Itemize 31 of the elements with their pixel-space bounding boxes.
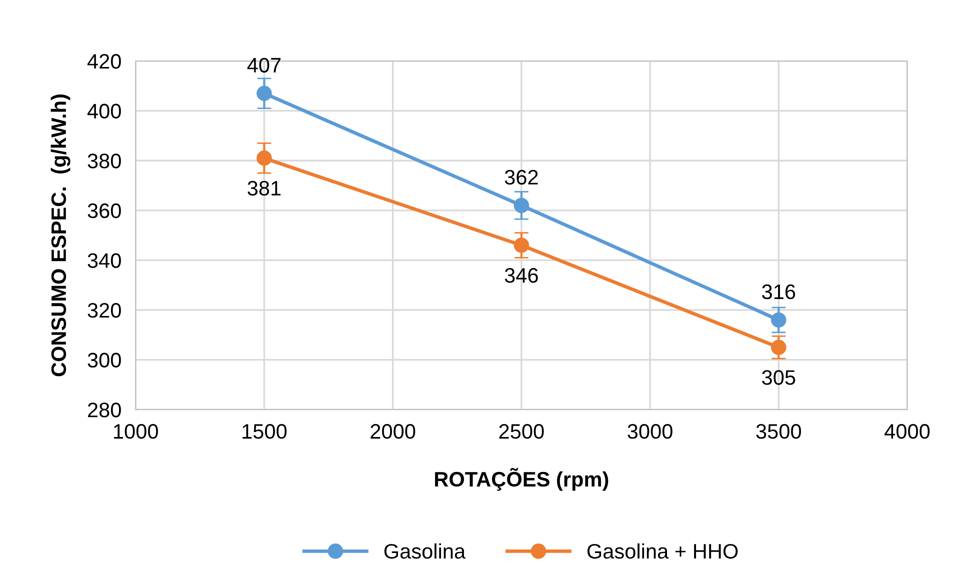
x-tick-label: 2000	[370, 424, 416, 439]
data-label: 316	[762, 284, 796, 300]
data-label: 381	[248, 180, 281, 196]
point	[514, 198, 530, 214]
point	[771, 312, 786, 328]
y-tick-label: 340	[88, 253, 121, 268]
data-label: 407	[247, 58, 281, 73]
point	[256, 150, 272, 166]
point	[256, 86, 272, 102]
y-tick-label: 400	[87, 104, 121, 119]
y-tick-label: 320	[88, 303, 121, 318]
x-tick-label: 2500	[499, 424, 544, 439]
data-label: 346	[504, 268, 538, 283]
point	[771, 340, 786, 355]
x-tick-label: 1500	[242, 424, 287, 439]
y-tick-label: 280	[88, 402, 121, 418]
x-tick-label: 3000	[628, 424, 672, 439]
y-tick-label: 380	[88, 154, 121, 168]
y-axis-title: CONSUMO ESPEC. (g/kW.h)	[50, 94, 70, 376]
y-tick-label: 420	[87, 54, 121, 69]
legend-label: Gasolina + HHO	[587, 543, 738, 559]
y-tick-label: 300	[88, 352, 121, 368]
data-label: 362	[504, 170, 538, 185]
x-tick-label: 3500	[756, 424, 802, 439]
point	[514, 238, 530, 253]
legend-label: Gasolina	[384, 543, 466, 559]
x-axis-title: ROTAÇÕES (rpm)	[435, 468, 608, 491]
x-tick-label: 4000	[884, 424, 930, 439]
x-tick-label: 1000	[114, 424, 158, 439]
data-label: 305	[762, 370, 796, 385]
y-tick-label: 360	[88, 203, 121, 218]
